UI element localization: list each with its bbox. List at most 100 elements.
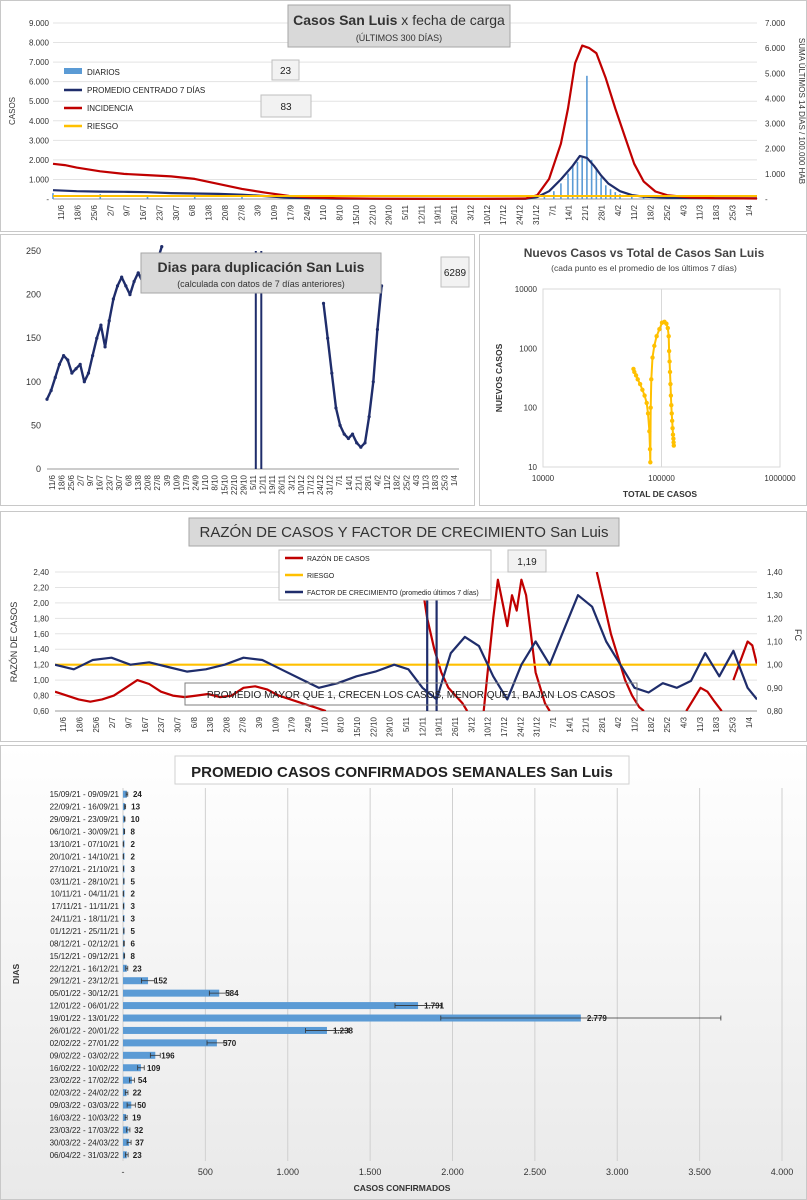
category-label: 06/10/21 - 30/09/21 [50,828,120,837]
data-point [86,371,91,375]
x-tick-label: 1/10 [319,204,328,220]
value-label: 2.779 [587,1014,608,1023]
bar-diarios [576,161,579,199]
x-tick-label: 11/2 [630,204,639,220]
x-tick-label: 25/3 [728,204,737,220]
value-label: 8 [131,952,136,961]
data-point [111,297,115,301]
value-label: 109 [147,1064,161,1073]
x-tick-label: 14/1 [565,716,574,732]
data-point [652,343,657,349]
data-point [647,429,652,434]
data-point [326,336,330,340]
category-label: 19/01/22 - 13/01/22 [50,1014,120,1023]
chart-casos: - 1.000 2.000 3.000 4.000 5.000 6.000 7.000 8.00… [8,4,806,225]
x-tick-label: 2.000 [441,1167,464,1177]
data-point [103,345,107,349]
data-point [53,375,57,380]
data-point [670,432,676,437]
chart-title-text: Dias para duplicación San Luis [158,259,365,275]
bar [123,1051,156,1059]
y-tick-label: 2,40 [33,568,49,577]
value-label: 24 [133,790,142,799]
bar-diarios [590,159,593,199]
value-label: 196 [161,1051,175,1060]
y-tick-label: 7.000 [29,58,50,67]
x-tick-label: 23/7 [105,474,114,490]
bar-diarios [560,183,562,199]
category-label: 03/11/21 - 28/10/21 [50,877,119,886]
x-tick-label: 5/11 [401,204,410,220]
bar [123,815,125,823]
x-tick-label: 24/12 [516,204,525,225]
y-tick-label: 100 [524,404,538,413]
callout-value: 1,19 [517,557,537,568]
x-tick-label: 6/8 [190,716,199,728]
x-tick-label: 24/9 [192,474,201,490]
y2-tick-label: 0,90 [767,684,783,693]
x-tick-label: 30/7 [173,716,182,732]
bar-diarios [630,196,633,199]
data-point [128,293,132,297]
data-point [648,405,653,410]
bar-diarios [543,196,546,199]
x-tick-label: 3/12 [466,204,475,220]
x-tick-label: 6/8 [124,474,133,486]
callout-box [507,549,547,573]
x-tick-label: 27/8 [237,204,246,220]
x-tick-label: 25/3 [441,474,450,490]
x-tick-label: 31/12 [532,204,541,225]
y-axis-label: CASOS [8,97,17,125]
chart-title-box [188,517,620,547]
y-tick-label: 250 [26,246,41,256]
chart-title-box [140,252,382,294]
y-tick-label: 10 [528,463,537,472]
bar-diarios [571,165,574,199]
data-point [350,432,355,436]
x-tick-label: 20/8 [144,474,153,490]
chart-subtitle: (calculada con datos de 7 días anteriore… [177,279,345,289]
y-tick-label: 100 [26,377,41,387]
x-tick-label: 14/1 [565,204,574,220]
x-tick-label: 11/6 [57,204,66,220]
x-tick-label: 500 [198,1167,213,1177]
x-tick-label: 5/11 [402,716,411,732]
x-tick-label: 4.000 [771,1167,794,1177]
y2-tick-label: 7.000 [765,19,786,28]
y-tick-label: 1,40 [33,645,49,654]
chart-nuevos-vs-total: Nuevos Casos vs Total de Casos San Luis (… [494,246,796,499]
x-tick-label: 1/4 [745,716,754,728]
category-label: 20/10/21 - 14/10/21 [50,852,120,861]
bar-diarios [642,197,645,199]
x-tick-label: 25/3 [729,716,738,732]
x-tick-label: 7/1 [335,474,344,486]
x-tick-label: 8/10 [336,204,345,220]
x-tick-label: 18/2 [647,716,656,732]
data-point [635,377,640,382]
x-tick-label: 29/10 [386,716,395,737]
value-label: 2 [131,852,136,861]
data-point [633,373,639,378]
legend-swatch [64,68,82,74]
y2-tick-label: 1,40 [767,568,783,577]
x-tick-label: 10/9 [270,204,279,220]
data-point [355,441,359,445]
data-point [124,284,128,288]
x-tick-label: 4/3 [412,474,421,486]
x-tick-label: 16/7 [139,204,148,220]
y2-tick-label: 1,20 [767,614,783,623]
x-tick-label: 18/3 [431,474,440,490]
chart-title: Nuevos Casos vs Total de Casos San Luis [524,246,765,260]
data-point [648,460,653,465]
x-tick-label: 11/3 [421,474,430,490]
x-tick-label: 10000 [532,474,555,483]
data-point [666,334,671,339]
data-point [99,323,103,327]
x-tick-label: 31/12 [326,474,335,495]
data-point [671,443,677,448]
data-point [657,327,662,332]
bar-diarios [595,167,598,199]
y-tick-label: 5.000 [29,97,50,106]
callout-box [260,94,312,118]
x-tick-label: 3.000 [606,1167,629,1177]
